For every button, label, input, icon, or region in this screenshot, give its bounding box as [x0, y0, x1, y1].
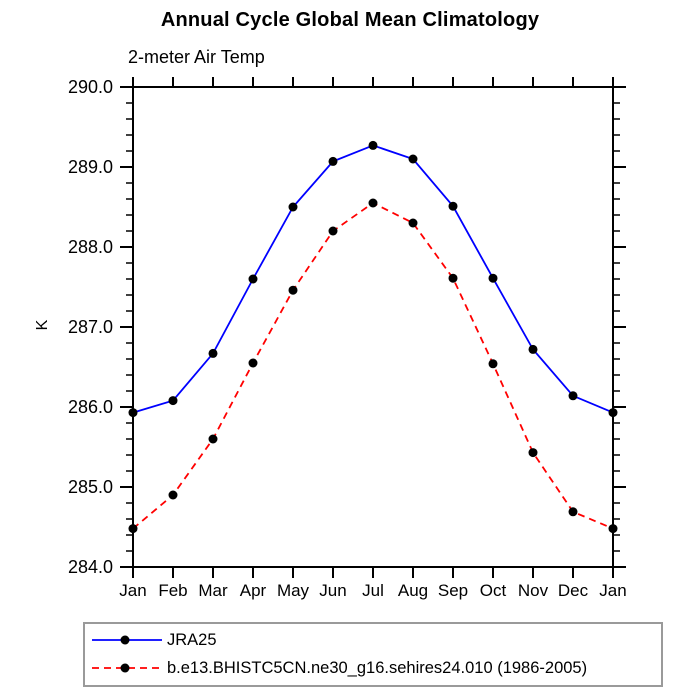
series-marker-1	[608, 524, 618, 534]
series-marker-0	[408, 154, 418, 164]
x-tick-label: Nov	[518, 581, 549, 600]
series-marker-0	[448, 201, 458, 211]
series-line-0	[132, 144, 614, 414]
series-marker-0	[168, 396, 178, 406]
series-marker-1	[168, 490, 178, 500]
series-marker-0	[128, 408, 138, 418]
series-marker-0	[608, 408, 618, 418]
series-marker-1	[488, 359, 498, 369]
y-tick-label: 287.0	[68, 317, 113, 337]
series-marker-0	[288, 202, 298, 212]
x-tick-label: Jun	[319, 581, 346, 600]
legend: JRA25 b.e13.BHISTC5CN.ne30_g16.sehires24…	[83, 622, 663, 687]
series-marker-1	[208, 434, 218, 444]
legend-line-solid-icon	[92, 635, 162, 645]
y-tick-label: 289.0	[68, 157, 113, 177]
x-tick-label: Sep	[438, 581, 468, 600]
series-marker-1	[448, 273, 458, 283]
y-tick-label: 290.0	[68, 77, 113, 97]
y-tick-label: 286.0	[68, 397, 113, 417]
series-marker-1	[528, 448, 538, 458]
series-marker-0	[568, 391, 578, 401]
series-marker-0	[328, 156, 338, 166]
y-tick-label: 285.0	[68, 477, 113, 497]
series-marker-0	[208, 348, 218, 358]
x-tick-label: Aug	[398, 581, 428, 600]
plot-frame	[132, 86, 614, 568]
series-marker-1	[568, 507, 578, 517]
series-marker-1	[328, 226, 338, 236]
x-tick-label: Jan	[599, 581, 626, 600]
y-tick-label: 284.0	[68, 557, 113, 577]
x-tick-label: May	[277, 581, 310, 600]
series-marker-1	[408, 218, 418, 228]
legend-line-dashed-icon	[92, 663, 162, 673]
x-tick-label: Dec	[558, 581, 589, 600]
series-marker-1	[368, 198, 378, 208]
legend-label: JRA25	[167, 630, 217, 649]
x-tick-label: Feb	[158, 581, 187, 600]
series-marker-1	[128, 524, 138, 534]
x-tick-label: Apr	[240, 581, 267, 600]
x-tick-label: Jul	[362, 581, 384, 600]
legend-item-model: b.e13.BHISTC5CN.ne30_g16.sehires24.010 (…	[85, 654, 661, 682]
series-marker-0	[528, 344, 538, 354]
series-marker-1	[288, 285, 298, 295]
series-line-1	[132, 201, 614, 530]
x-tick-label: Oct	[480, 581, 507, 600]
legend-label: b.e13.BHISTC5CN.ne30_g16.sehires24.010 (…	[167, 658, 588, 677]
series-marker-0	[248, 274, 258, 284]
chart-title: Annual Cycle Global Mean Climatology	[160, 9, 540, 31]
legend-item-jra25: JRA25	[85, 626, 661, 654]
chart-subtitle: 2-meter Air Temp	[128, 47, 265, 67]
x-tick-label: Mar	[198, 581, 228, 600]
x-tick-label: Jan	[119, 581, 146, 600]
y-tick-label: 288.0	[68, 237, 113, 257]
series-marker-0	[488, 273, 498, 283]
series-marker-1	[248, 358, 258, 368]
series-marker-0	[368, 140, 378, 150]
